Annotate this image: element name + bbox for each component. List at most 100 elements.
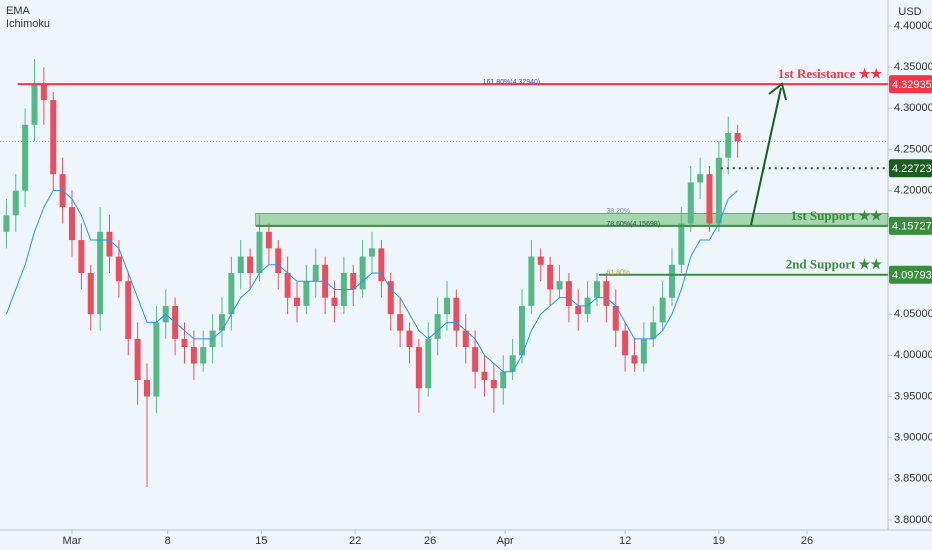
candle-body [453,297,460,331]
candle-body [640,338,647,364]
candle-body [500,371,507,389]
price-tag-label: 4.15727 [892,221,932,233]
y-tick-label: 3.95000 [894,390,932,402]
price-tag [889,159,932,178]
y-tick-label: 4.20000 [894,185,932,197]
candle-body [256,231,263,273]
currency: USD [898,6,921,18]
legend-ema: EMA [6,5,31,17]
candle-body [472,347,479,372]
candle-body [331,297,338,306]
x-tick-label: 26 [801,535,813,547]
candle-body [509,355,516,372]
x-tick-label: 26 [424,535,436,547]
candle-body [40,83,47,101]
level-label: 1st Resistance ★★ [778,66,883,81]
candle-body [415,347,422,389]
candle-body [725,133,732,158]
candle-body [687,182,694,224]
x-tick-label: 8 [165,535,171,547]
candle-body [490,380,497,389]
candle-body [87,272,94,315]
candle-body [697,174,704,183]
candle-body [659,297,666,323]
fib-label: 78.60%(4.15698) [606,221,660,228]
candle-body [78,240,85,273]
candle-body [144,380,150,397]
candle-body [378,248,385,282]
candle-body [434,314,441,339]
candle-body [481,371,488,381]
y-tick-label: 4.40000 [894,20,932,32]
candle-body [650,322,657,339]
price-tag-label: 4.32935 [892,79,932,91]
candle-body [406,330,413,348]
arrow-head [768,82,787,101]
y-tick-label: 4.35000 [894,61,932,73]
x-tick-label: 22 [349,535,361,547]
candle-body [603,281,610,306]
candle-body [631,355,638,364]
candle-body [181,338,188,348]
candle-body [106,231,113,257]
candle-body [547,264,554,290]
candle-body [575,305,582,315]
y-tick-label: 3.80000 [894,514,932,526]
candle-body [528,256,535,306]
fib-label: 61.80% [606,270,630,277]
candle-body [284,272,291,298]
candle-body [359,256,366,290]
candle-body [462,330,469,348]
candle-body [715,157,722,224]
candle-body [734,133,741,142]
x-tick-label: 15 [255,535,267,547]
candle-body [97,231,104,315]
candle-body [556,281,563,290]
price-tag [889,75,932,94]
level-label: 1st Support ★★ [791,208,883,223]
candle-body [294,297,300,306]
y-tick-label: 4.25000 [894,143,932,155]
x-tick-label: 12 [619,535,631,547]
candle-body [669,264,675,298]
candle-body [303,281,310,306]
y-tick-label: 3.85000 [894,473,932,485]
candle-body [69,207,75,241]
price-tag [889,216,932,235]
candle-body [31,83,38,125]
candle-body [275,248,282,273]
level-label: 2nd Support ★★ [786,257,883,272]
candle-body [265,231,272,249]
arrow-shaft [750,87,782,226]
candle-body [350,272,357,290]
candle-body [519,305,525,356]
candle-body [612,305,619,331]
y-tick-label: 3.90000 [894,432,932,444]
candle-body [247,256,254,273]
candle-body [678,223,685,265]
candle-body [387,281,394,315]
price-tag-label: 4.09793 [892,270,932,282]
candle-body [219,314,225,331]
candle-body [425,338,432,389]
y-tick-label: 4.05000 [894,308,932,320]
candle-body [115,256,122,282]
candle-body [237,256,244,273]
fib-label: 161.80%(4.32940) [483,79,541,86]
candle-body [3,215,10,232]
candle-body [565,281,572,306]
candle-body [706,174,713,224]
price-tag [889,265,932,284]
candle-body [50,100,57,175]
candle-body [537,256,544,265]
candle-body [444,297,450,315]
candle-body [369,248,375,257]
x-tick-label: Apr [497,535,514,547]
candle-body [312,264,319,282]
candle-body [134,338,141,381]
candle-body [622,330,629,356]
y-tick-label: 4.00000 [894,349,932,361]
y-tick-label: 4.30000 [894,102,932,114]
candle-body [594,281,600,298]
